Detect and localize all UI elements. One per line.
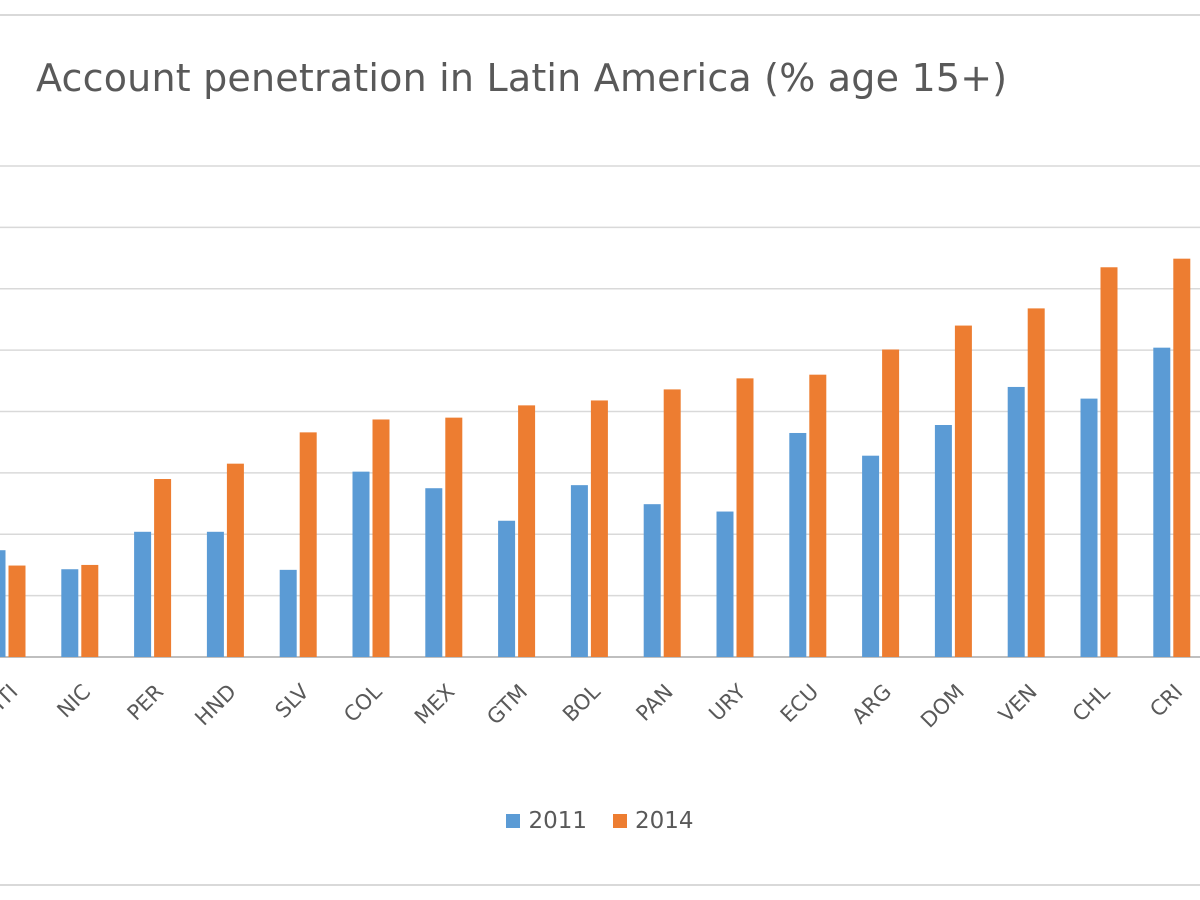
bar-2014-chl <box>1100 267 1118 657</box>
bar-2014-nic <box>81 564 99 657</box>
x-tick-label-pan: PAN <box>631 680 677 726</box>
x-tick-label-arg: ARG <box>847 680 896 729</box>
chart-border-top <box>0 14 1200 16</box>
legend-item-2014: 2014 <box>613 808 694 834</box>
x-tick-label-ury: URY <box>704 679 750 725</box>
bar-2014-arg <box>882 349 900 657</box>
bar-2014-pan <box>663 389 681 657</box>
bar-2014-per <box>154 479 172 657</box>
bar-2011-hti <box>0 550 6 657</box>
legend-swatch-2014 <box>613 814 627 828</box>
bar-2011-mex <box>425 488 443 657</box>
x-tick-label-mex: MEX <box>410 680 459 729</box>
bar-2011-col <box>352 471 370 657</box>
bar-2014-mex <box>445 417 463 657</box>
legend-item-2011: 2011 <box>506 808 587 834</box>
x-tick-label-slv: SLV <box>271 679 315 723</box>
legend-label-2014: 2014 <box>635 808 694 834</box>
chart-border-bottom <box>0 884 1200 886</box>
bars <box>0 258 1191 657</box>
x-tick-label-nic: NIC <box>53 680 96 723</box>
bar-2014-dom <box>954 325 972 657</box>
bar-2014-cri <box>1173 258 1191 657</box>
bar-2014-hti <box>8 565 26 657</box>
x-tick-labels: HTI NIC PER HND SLV COL MEX GTM BOL PAN URY ECU ARG D… <box>0 679 1187 733</box>
legend: 2011 2014 <box>0 808 1200 834</box>
bar-2014-ecu <box>809 374 827 657</box>
x-tick-label-per: PER <box>123 680 169 726</box>
bar-2014-gtm <box>518 405 536 657</box>
bar-2014-slv <box>299 432 317 657</box>
x-tick-label-hti: HTI <box>0 680 23 722</box>
bar-2014-bol <box>590 400 608 657</box>
bar-2014-col <box>372 419 390 657</box>
bar-2011-arg <box>862 455 880 657</box>
bar-2014-hnd <box>226 463 244 657</box>
bar-2011-nic <box>61 569 79 657</box>
x-tick-label-hnd: HND <box>190 680 241 731</box>
bar-2011-gtm <box>498 520 516 657</box>
bar-2011-ven <box>1007 386 1025 657</box>
bar-2011-hnd <box>206 531 224 657</box>
bar-2011-ecu <box>789 432 807 657</box>
bar-2011-chl <box>1080 398 1098 657</box>
bar-2014-ven <box>1027 308 1045 657</box>
legend-swatch-2011 <box>506 814 521 828</box>
bar-2011-per <box>134 531 152 657</box>
chart-title: Account penetration in Latin America (% … <box>36 56 1008 100</box>
bar-2011-cri <box>1153 347 1171 657</box>
x-tick-label-ecu: ECU <box>776 680 824 728</box>
bar-2014-ury <box>736 378 754 657</box>
x-tick-label-dom: DOM <box>916 680 969 733</box>
bar-2011-bol <box>570 485 588 657</box>
bar-2011-slv <box>279 569 297 657</box>
x-tick-label-gtm: GTM <box>482 680 532 730</box>
x-tick-label-bol: BOL <box>558 679 605 726</box>
x-tick-label-cri: CRI <box>1145 680 1187 722</box>
x-tick-label-col: COL <box>339 679 387 727</box>
x-tick-label-ven: VEN <box>994 680 1042 728</box>
legend-label-2011: 2011 <box>528 808 587 834</box>
bar-2011-ury <box>716 511 734 657</box>
bar-2011-pan <box>643 504 661 657</box>
bar-2011-dom <box>934 425 952 657</box>
x-tick-label-chl: CHL <box>1068 679 1115 726</box>
